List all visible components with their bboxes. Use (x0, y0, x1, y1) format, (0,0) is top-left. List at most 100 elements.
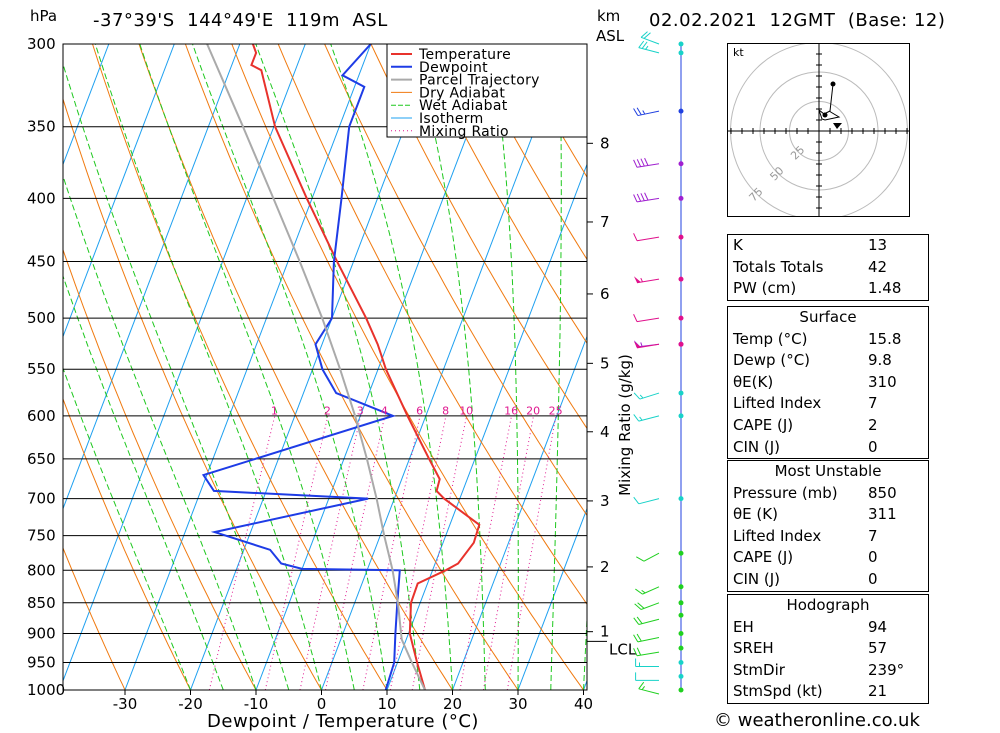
wind-barb (633, 157, 684, 168)
table-value: 7 (868, 526, 878, 545)
wind-barb-full (633, 634, 639, 643)
wind-barb-half (641, 589, 646, 594)
table-value: 7 (868, 394, 878, 413)
mixing-ratio-line (389, 415, 447, 690)
pressure-tick-label: 750 (27, 527, 56, 545)
pressure-tick-label: 950 (27, 653, 56, 671)
table-row: θE (K) 311 (728, 504, 928, 526)
table-label: K (733, 236, 743, 254)
hodograph-unit: kt (733, 46, 744, 59)
wind-barb-full (633, 414, 640, 422)
series-line-parcel-trajectory (206, 44, 426, 690)
legend-entry: Mixing Ratio (419, 124, 509, 140)
wind-dot (678, 161, 684, 167)
dry-adiabat-line (370, 44, 587, 430)
wind-dot (678, 413, 684, 419)
isotherm-line (517, 507, 587, 690)
wind-dot (678, 234, 684, 240)
copyright-footer[interactable]: © weatheronline.co.uk (714, 710, 920, 731)
wind-barb-full (640, 31, 648, 38)
wind-barb (633, 192, 684, 203)
table-value: 2 (868, 415, 878, 434)
table-row: Temp (°C) 15.8 (728, 329, 928, 351)
table-label: StmDir (733, 660, 785, 679)
legend-entry: Parcel Trajectory (419, 73, 540, 89)
wind-barb (635, 658, 684, 667)
wind-barb-full (633, 159, 638, 168)
table-value: 310 (868, 372, 897, 391)
axes: -30 -20 -10 0 10 20 30 40 Dewpoint / Temperature… (62, 43, 637, 732)
wind-barb (633, 413, 684, 422)
wind-dot (678, 390, 684, 396)
wind-barb (635, 584, 684, 595)
isotherm-line (63, 44, 241, 511)
table-value: 21 (868, 682, 888, 701)
wind-dot (678, 600, 684, 606)
wind-dot (678, 108, 684, 114)
wind-staff (640, 36, 660, 45)
table-row: Dewp (°C) 9.8 (728, 350, 928, 372)
mixing-ratio-line (208, 415, 276, 690)
wind-barb-half (641, 686, 646, 690)
wind-barb-full (636, 159, 642, 167)
x-tick-label: 40 (574, 695, 593, 713)
pressure-tick-label: 450 (27, 253, 56, 271)
wind-barb-half (640, 342, 643, 347)
dry-adiabat-line (696, 44, 720, 690)
datetime-title: 02.02.2021 12GMT (Base: 12) (649, 10, 946, 31)
x-tick-label: 20 (443, 695, 462, 713)
wind-dot (678, 50, 684, 56)
table-label: Temp (°C) (733, 329, 808, 348)
wind-barb (634, 600, 684, 610)
mixing-ratio-line (362, 415, 421, 690)
pressure-unit-label: hPa (30, 7, 58, 25)
table-value: 0 (868, 548, 878, 567)
table-row: CIN (J) 0 (728, 437, 928, 459)
x-tick-label: -20 (178, 695, 203, 713)
table-title: Surface (799, 308, 857, 326)
pressure-tick-label: 600 (27, 407, 56, 425)
storm-motion-marker (833, 123, 842, 129)
height-tick-label: 2 (600, 558, 610, 576)
table-value: 9.8 (868, 351, 892, 370)
wind-dot (678, 659, 684, 665)
pressure-tick-label: 300 (27, 35, 56, 53)
table-label: StmSpd (kt) (733, 682, 823, 701)
height-tick-label: 5 (600, 354, 610, 372)
wind-barb-half (642, 110, 646, 115)
wet-adiabat-line (491, 44, 519, 690)
wind-barb (633, 107, 684, 117)
wind-barb-full (636, 556, 645, 562)
wet-adiabat-line (255, 44, 421, 690)
table-value: 1.48 (868, 279, 902, 298)
mixing-ratio-label: 20 (526, 405, 540, 418)
wind-dot (678, 496, 684, 502)
table-value: 850 (868, 483, 897, 502)
hodograph-point (822, 112, 828, 118)
wet-adiabat-line (63, 62, 290, 690)
hodograph-ring-label: 75 (747, 185, 766, 204)
wind-barb-full (644, 157, 649, 166)
wind-staff (638, 47, 660, 54)
mixing-ratio-label: 6 (416, 405, 423, 418)
height-tick-label: 3 (600, 492, 610, 510)
skewt-diagram: 3003504004505005506006507007508008509009… (27, 31, 720, 732)
wind-barb-full (635, 588, 643, 595)
wind-barb (633, 276, 684, 284)
wind-barb-full (636, 647, 642, 656)
hodograph-ring-label: 50 (767, 164, 786, 183)
mixing-ratio-label: 4 (381, 405, 388, 418)
wind-barb (634, 340, 684, 348)
mixing-ratio-label: 1 (271, 405, 278, 418)
isotherm-line (63, 44, 110, 166)
x-tick-label: 30 (508, 695, 527, 713)
legend-entry: Wet Adiabat (419, 98, 508, 114)
mixing-ratio-label: 25 (549, 405, 563, 418)
wind-barb-full (633, 314, 638, 322)
wind-barb (638, 681, 684, 695)
mixing-ratio-label: 8 (442, 405, 449, 418)
dry-adiabat-line (63, 546, 126, 690)
isotherm-line (63, 44, 306, 683)
wind-dot (678, 276, 684, 282)
